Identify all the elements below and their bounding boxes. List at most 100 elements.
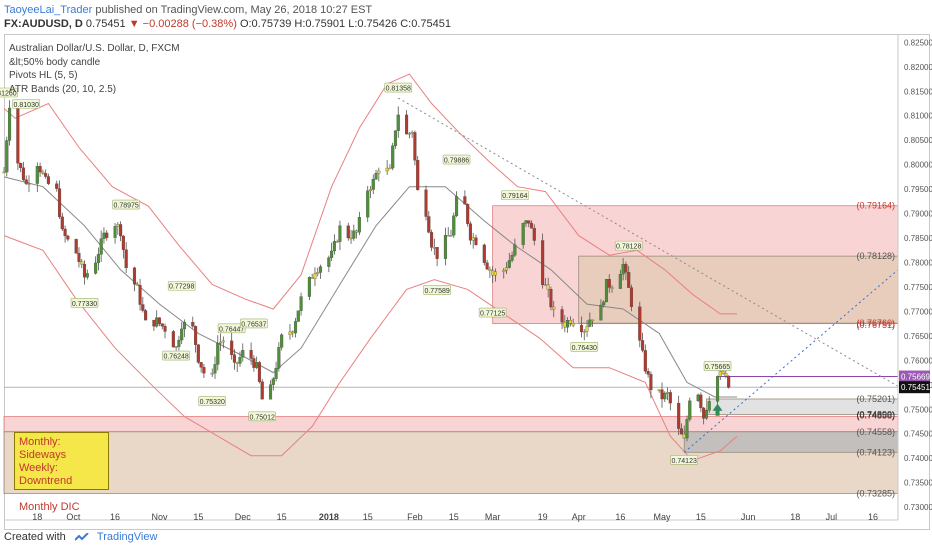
candle-body xyxy=(627,272,631,288)
candle-body xyxy=(685,419,689,439)
candle-body xyxy=(16,107,20,164)
zone-price-label: (0.74123) xyxy=(856,447,895,457)
candle-body xyxy=(699,394,703,409)
x-tick-label: 18 xyxy=(32,512,42,522)
candle-body xyxy=(35,166,39,184)
pivot-label: 0.78128 xyxy=(616,244,641,251)
x-tick-label: 2018 xyxy=(319,512,339,522)
candle-body xyxy=(210,372,214,375)
candle-body xyxy=(327,257,331,267)
candle-body xyxy=(291,331,295,334)
candle-body xyxy=(546,284,550,290)
candle-body xyxy=(424,189,428,217)
downtrend-line xyxy=(397,97,899,387)
pivot-label: 0.76537 xyxy=(241,321,266,328)
candle-body xyxy=(468,223,472,241)
candle-body xyxy=(446,235,450,237)
candle-body xyxy=(180,328,184,341)
candle-body xyxy=(649,374,653,391)
candle-body xyxy=(524,220,528,224)
pivot-label: 0.81260 xyxy=(0,91,17,98)
pivot-label-box xyxy=(570,342,599,352)
candle-body xyxy=(116,224,120,227)
candle-body xyxy=(455,196,459,216)
candle-body xyxy=(688,400,692,420)
pivot-label-box xyxy=(167,280,196,291)
candle-body xyxy=(94,262,98,274)
candle-body xyxy=(474,237,478,246)
candle-body xyxy=(702,407,706,419)
legend-indicator-atr[interactable]: ATR Bands (20, 10, 2.5) xyxy=(9,83,117,95)
pivot-label-box xyxy=(614,240,643,251)
candle-body xyxy=(19,163,23,168)
legend-indicator-candle[interactable]: &lt;50% body candle xyxy=(9,56,101,68)
candle-body xyxy=(307,277,311,297)
pivot-label: 0.79886 xyxy=(444,158,469,165)
pivot-label-box xyxy=(240,318,268,329)
candle-body xyxy=(8,107,12,141)
pivot-label-box xyxy=(112,199,140,210)
candle-body xyxy=(571,323,575,326)
candle-body xyxy=(405,114,409,135)
candle-body xyxy=(607,278,611,288)
pivot-label: 0.77589 xyxy=(424,288,449,295)
published-text: published on TradingView.com, May 26, 20… xyxy=(95,4,373,16)
candle-body xyxy=(157,317,162,324)
x-tick-label: Dec xyxy=(235,512,252,522)
candle-body xyxy=(507,260,511,268)
x-tick-label: Jul xyxy=(826,512,838,522)
candle-body xyxy=(621,264,625,275)
candle-body xyxy=(221,340,225,343)
candle-body xyxy=(541,240,545,285)
pivot-label: 0.76248 xyxy=(163,354,188,361)
chart-frame[interactable] xyxy=(4,34,930,530)
candle-body xyxy=(585,326,589,332)
axis-price-badge-label: 0.75669 xyxy=(901,373,930,382)
y-tick-label: 0.76500 xyxy=(904,332,932,341)
author-link[interactable]: TaoyeeLai_Trader xyxy=(4,4,93,16)
candle-body xyxy=(566,320,570,328)
y-tick-label: 0.78500 xyxy=(904,234,932,243)
axis-price-badge xyxy=(899,381,930,394)
trend-note-box: Monthly: Sideways Weekly: Downtrend Mont… xyxy=(14,432,109,513)
weekly-trend: Weekly: Downtrend xyxy=(19,462,73,487)
legend-title: Australian Dollar/U.S. Dollar, D, FXCM xyxy=(9,43,180,54)
candle-body xyxy=(330,250,334,258)
candle-body xyxy=(357,217,361,233)
candle-body xyxy=(355,230,359,233)
candle-body xyxy=(182,322,187,330)
candle-body xyxy=(366,190,370,218)
pivot-label: 0.81030 xyxy=(14,102,39,109)
uptrend-line xyxy=(683,269,899,453)
last-price: 0.75451 xyxy=(85,18,126,30)
candle-body xyxy=(252,358,256,368)
candle-body xyxy=(527,220,531,224)
high-value: H:0.75901 xyxy=(294,18,346,30)
x-tick-label: 15 xyxy=(696,512,706,522)
candle-body xyxy=(235,362,239,364)
candle-body xyxy=(552,306,556,310)
candle-body xyxy=(57,188,62,218)
candle-body xyxy=(316,272,320,274)
y-tick-label: 0.81500 xyxy=(904,87,932,96)
y-tick-label: 0.73000 xyxy=(904,503,932,512)
tradingview-brand[interactable]: TradingView xyxy=(96,531,158,543)
candle-body xyxy=(385,167,389,172)
candle-body xyxy=(216,343,220,365)
candle-body xyxy=(77,253,81,262)
candle-body xyxy=(277,347,281,369)
candle-body xyxy=(271,378,275,385)
x-tick-label: Jun xyxy=(741,512,756,522)
legend-indicator-pivots[interactable]: Pivots HL (5, 5) xyxy=(9,70,78,81)
x-tick-label: 15 xyxy=(277,512,287,522)
candle-body xyxy=(407,133,411,135)
candle-body xyxy=(432,247,436,249)
candle-body xyxy=(338,225,342,242)
candle-body xyxy=(296,310,300,322)
candle-body xyxy=(629,287,634,307)
candle-body xyxy=(313,273,317,279)
pivot-label: 0.75320 xyxy=(200,399,225,406)
pivot-label: 0.76447 xyxy=(219,326,244,333)
candle-body xyxy=(543,284,547,286)
